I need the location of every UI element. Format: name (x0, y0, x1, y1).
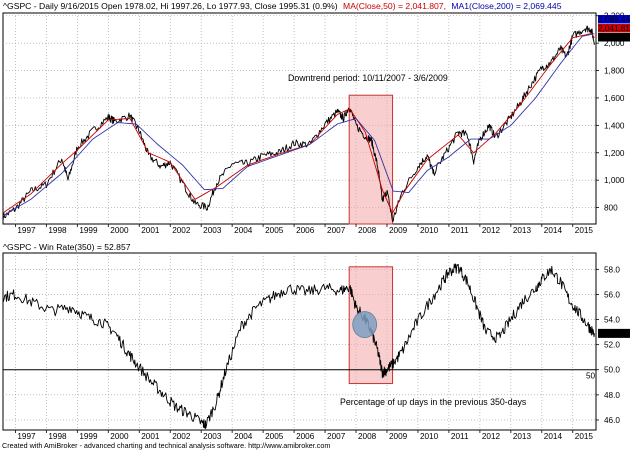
winrate-plot-area (2, 252, 597, 431)
price-tag-box (598, 15, 630, 24)
x-tick-label: 1998 (48, 226, 67, 235)
series-line-0 (2, 263, 595, 430)
x-tick-label: 2005 (265, 432, 284, 441)
ma200-legend: MA1(Close,200) = 2,069.445 (451, 1, 561, 11)
x-tick-label: 2006 (296, 432, 315, 441)
y-tick-label: 2,000 (604, 39, 625, 48)
highlight-marker (352, 311, 378, 338)
price-tag-label: 1,995.31 (598, 33, 630, 42)
price-title-main: ^GSPC - Daily 9/16/2015 Open 1978.02, Hi… (3, 1, 338, 11)
y-tick-label: 800 (604, 204, 618, 213)
x-tick-label: 2002 (172, 226, 191, 235)
downtrend-highlight (348, 94, 394, 225)
x-tick-label: 2007 (327, 432, 346, 441)
x-tick-label: 2002 (172, 432, 191, 441)
winrate-grid (3, 253, 596, 430)
x-tick-label: 2000 (110, 226, 129, 235)
y-tick-label: 1,400 (604, 121, 625, 130)
y-tick-label: 48.0 (604, 391, 620, 400)
x-tick-label: 2011 (451, 226, 469, 235)
downtrend-annotation: Downtrend period: 10/11/2007 - 3/6/2009 (288, 73, 448, 83)
x-tick-label: 2013 (513, 432, 532, 441)
x-tick-label: 2010 (420, 432, 439, 441)
x-tick-label: 2015 (575, 226, 594, 235)
y-tick-label: 1,200 (604, 149, 625, 158)
x-tick-label: 1999 (79, 432, 98, 441)
x-tick-label: 2008 (358, 432, 377, 441)
x-tick-label: 1997 (17, 432, 36, 441)
x-tick-label: 2015 (575, 432, 594, 441)
last-value-label: 52.8571 (599, 329, 629, 338)
winrate-panel: 50 46.0 48.0 50.0 52.0 54.0 56.0 58.0 1997 1998… (2, 242, 630, 441)
x-tick-label: 2006 (296, 226, 315, 235)
winrate-annotation: Percentage of up days in the previous 35… (340, 397, 527, 407)
x-tick-label: 2011 (451, 432, 469, 441)
price-tag-label: 2,041.81 (598, 24, 630, 33)
x-tick-label: 2012 (482, 226, 501, 235)
price-series-group (2, 25, 595, 222)
price-tag-label: 2,089.44 (598, 15, 630, 24)
x-tick-label: 1998 (48, 432, 67, 441)
x-tick-label: 2005 (265, 226, 284, 235)
x-tick-label: 2004 (234, 226, 253, 235)
x-tick-label: 2009 (389, 226, 408, 235)
price-x-axis: 1997 1998 1999 2000 2001 2002 2003 2004 2005 2006… (14, 224, 594, 235)
x-tick-label: 2014 (544, 226, 563, 235)
x-tick-label: 2001 (141, 432, 160, 441)
winrate-last-value-tag: 52.8571 (598, 328, 630, 338)
series-line-0 (2, 25, 595, 222)
ma50-legend: MA(Close,50) = 2,041.807, (343, 1, 446, 11)
winrate-x-axis: 1997 1998 1999 2000 2001 2002 2003 2004 2005 2006… (14, 430, 594, 441)
x-tick-label: 2000 (110, 432, 129, 441)
x-tick-label: 2008 (358, 226, 377, 235)
x-tick-label: 2007 (327, 226, 346, 235)
footer-credit: Created with AmiBroker - advanced charti… (2, 441, 330, 450)
series-line-1 (2, 33, 595, 214)
x-tick-label: 2012 (482, 432, 501, 441)
y-tick-label: 1,800 (604, 67, 625, 76)
y-tick-label: 1,600 (604, 94, 625, 103)
y-tick-label: 50.0 (604, 366, 620, 375)
y-tick-label: 54.0 (604, 316, 620, 325)
x-tick-label: 1999 (79, 226, 98, 235)
price-tags: 2,089.442,041.811,995.31 (598, 15, 630, 42)
x-tick-label: 2014 (544, 432, 563, 441)
x-tick-label: 2003 (203, 226, 222, 235)
x-tick-label: 2010 (420, 226, 439, 235)
y-tick-label: 58.0 (604, 265, 620, 274)
y-tick-label: 1,000 (604, 176, 625, 185)
price-tag-box (598, 24, 630, 33)
winrate-series-group (2, 263, 595, 430)
x-tick-label: 2003 (203, 432, 222, 441)
y-tick-label: 56.0 (604, 290, 620, 299)
winrate-y-axis: 46.0 48.0 50.0 52.0 54.0 56.0 58.0 (596, 265, 620, 425)
x-tick-label: 2004 (234, 432, 253, 441)
x-tick-label: 2009 (389, 432, 408, 441)
price-plot-area (2, 12, 597, 225)
fifty-label: 50 (586, 372, 596, 381)
y-tick-label: 46.0 (604, 416, 620, 425)
x-tick-label: 2013 (513, 226, 532, 235)
price-panel-title: ^GSPC - Daily 9/16/2015 Open 1978.02, Hi… (3, 1, 562, 11)
winrate-panel-title: ^GSPC - Win Rate(350) = 52.857 (3, 242, 131, 252)
series-line-2 (2, 33, 595, 217)
x-tick-label: 2001 (141, 226, 160, 235)
y-tick-label: 52.0 (604, 341, 620, 350)
last-value-box (598, 328, 630, 338)
x-tick-label: 1997 (17, 226, 36, 235)
price-tag-box (598, 33, 630, 42)
